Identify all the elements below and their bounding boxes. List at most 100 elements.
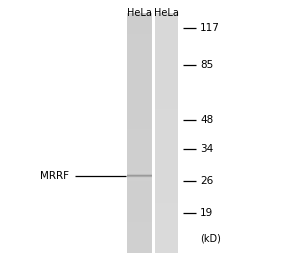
Bar [155,181,178,183]
Bar [127,213,152,214]
Bar [155,24,178,25]
Bar [155,159,178,160]
Bar [155,40,178,41]
Bar [127,94,152,95]
Bar [127,89,152,90]
Bar [127,229,152,231]
Bar [155,28,178,29]
Bar [127,218,152,219]
Bar [155,84,178,85]
Bar [155,199,178,201]
Bar [127,30,152,31]
Bar [155,164,178,166]
Bar [155,136,178,137]
Bar [127,208,152,209]
Bar [155,111,178,112]
Bar [127,129,152,130]
Bar [127,220,152,221]
Bar [155,160,178,161]
Bar [127,214,152,215]
Bar [127,223,152,225]
Bar [155,36,178,37]
Bar [155,35,178,36]
Bar [155,30,178,31]
Bar [155,58,178,59]
Bar [127,221,152,222]
Bar [127,74,152,76]
Bar [155,168,178,169]
Bar [155,210,178,211]
Text: 48: 48 [200,115,213,125]
Bar [127,238,152,239]
Bar [127,252,152,253]
Bar [127,17,152,18]
Bar [155,246,178,247]
Bar [127,35,152,36]
Bar [155,96,178,97]
Bar [127,88,152,89]
Bar [155,132,178,133]
Bar [127,232,152,233]
Bar [155,73,178,74]
Bar [127,250,152,251]
Bar [127,48,152,49]
Bar [155,172,178,173]
Bar [127,175,152,177]
Bar [155,144,178,145]
Bar [155,22,178,23]
Bar [127,65,152,66]
Bar [127,59,152,60]
Bar [155,138,178,139]
Bar [155,26,178,28]
Bar [127,149,152,150]
Bar [127,100,152,101]
Bar [127,209,152,210]
Bar [127,127,152,129]
Bar [127,237,152,238]
Bar [127,180,152,181]
Bar [155,66,178,67]
Bar [127,55,152,56]
Bar [155,216,178,218]
Bar [127,15,152,16]
Bar [155,119,178,120]
Text: MRRF: MRRF [40,171,69,181]
Bar [155,171,178,172]
Bar [155,32,178,34]
Bar [155,59,178,60]
Bar [127,13,152,15]
Bar [127,91,152,92]
Bar [155,74,178,76]
Bar [127,50,152,52]
Bar [155,211,178,213]
Bar [127,31,152,32]
Bar [155,196,178,197]
Bar [127,153,152,154]
Bar [155,197,178,198]
Bar [155,49,178,50]
Bar [155,231,178,232]
Bar [127,52,152,53]
Bar [155,198,178,199]
Bar [127,130,152,131]
Bar [127,154,152,155]
Bar [155,64,178,65]
Bar [127,77,152,78]
Bar [155,220,178,221]
Bar [155,204,178,205]
Bar [155,89,178,90]
Bar [127,133,152,135]
Bar [127,173,152,174]
Bar [127,240,152,241]
Bar [127,144,152,145]
Bar [127,192,152,193]
Bar [127,163,152,164]
Bar [127,115,152,116]
Bar [155,137,178,138]
Bar [155,190,178,191]
Bar [155,103,178,105]
Bar [127,227,152,228]
Bar [155,105,178,106]
Bar [155,149,178,150]
Bar [127,196,152,197]
